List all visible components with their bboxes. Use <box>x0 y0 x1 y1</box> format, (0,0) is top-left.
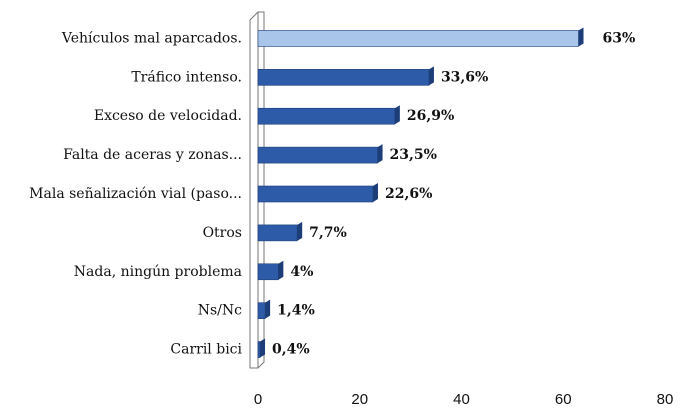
bar <box>257 263 279 281</box>
bar-side <box>297 221 303 241</box>
value-label: 7,7% <box>309 225 347 241</box>
category-label: Vehículos mal aparcados. <box>61 30 242 46</box>
bar-side <box>265 299 271 319</box>
bar <box>257 185 374 203</box>
bar-side <box>394 105 400 125</box>
value-label: 22,6% <box>385 186 432 202</box>
bar-side <box>260 338 266 358</box>
bar-side <box>578 27 584 47</box>
x-tick-label: 80 <box>657 391 674 408</box>
bar <box>257 69 430 86</box>
bar-side <box>372 183 378 202</box>
value-label: 0,4% <box>272 342 310 358</box>
bar-side <box>278 260 284 280</box>
category-label: Otros <box>203 225 242 241</box>
category-label: Ns/Nc <box>198 303 242 319</box>
value-label: 4% <box>290 264 313 280</box>
bar-side <box>377 144 383 164</box>
value-label: 1,4% <box>277 303 315 319</box>
bar <box>257 30 579 47</box>
bar <box>257 224 298 242</box>
value-label: 33,6% <box>441 69 488 85</box>
x-tick-label: 60 <box>555 391 572 408</box>
bar <box>257 107 396 125</box>
value-label: 23,5% <box>390 147 437 163</box>
bar <box>257 302 266 319</box>
category-label: Falta de aceras y zonas... <box>63 147 242 163</box>
x-tick-label: 20 <box>351 391 368 408</box>
x-tick-label: 0 <box>254 391 262 408</box>
x-tick-label: 40 <box>453 391 470 408</box>
bar-side <box>428 66 434 86</box>
category-label: Exceso de velocidad. <box>94 108 242 124</box>
bar <box>257 341 261 358</box>
category-label: Tráfico intenso. <box>131 69 242 85</box>
category-label: Carril bici <box>170 342 242 358</box>
value-label: 26,9% <box>407 108 454 124</box>
value-label: 63% <box>603 30 636 46</box>
category-label: Mala señalización vial (paso... <box>29 186 242 202</box>
category-label: Nada, ningún problema <box>74 264 242 280</box>
bar <box>257 146 378 164</box>
